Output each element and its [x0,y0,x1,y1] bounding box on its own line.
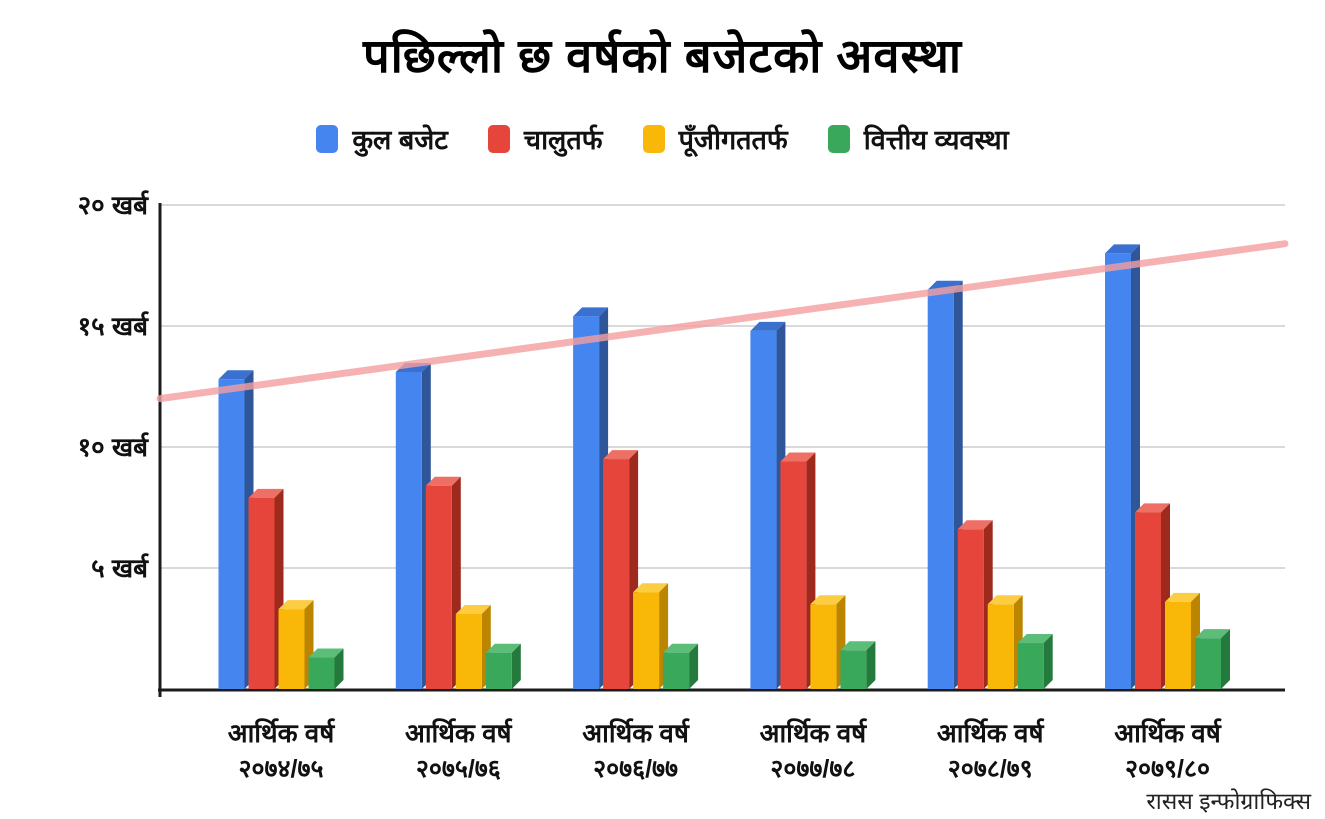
x-label-fy2-year: २०७५/७६ [416,755,501,783]
bar-financing-fy2-side [511,643,521,689]
legend-label-capital: पूँजीगततर्फ [678,125,788,155]
bar-total-budget-fy3-front [573,316,600,689]
chart-legend: कुल बजेट चालुतर्फ पूँजीगततर्फ वित्तीय व्… [0,120,1325,157]
bar-financing-fy4-side [866,641,876,689]
bar-total-budget-fy4-top [750,321,786,331]
bar-recurrent-fy5-top [957,520,993,530]
legend-label-financing: वित्तीय व्यवस्था [863,125,1009,155]
legend-item-capital: पूँजीगततर्फ [642,120,788,157]
bar-total-budget-fy4-front [750,330,777,689]
legend-swatch-recurrent [487,124,510,153]
legend-label-recurrent: चालुतर्फ [523,125,603,155]
legend-swatch-financing [827,124,850,153]
x-label-fy5-year: २०७८/७९ [948,755,1033,783]
bar-financing-fy4-front [840,650,867,689]
credit-text: रासस इन्फोग्राफिक्स [1146,788,1311,814]
bar-financing-fy1-side [334,648,344,689]
bar-financing-fy3-side [689,643,699,689]
bar-financing-fy3-top [663,643,699,653]
bar-capital-fy1-top [278,600,314,610]
bar-recurrent-fy6-top [1135,503,1170,513]
y-tick-label-20: २० खर्ब [78,190,150,220]
bar-capital-fy4-top [810,595,846,605]
bar-financing-fy3-front [663,652,690,689]
bar-recurrent-fy5-front [957,529,984,689]
bar-recurrent-fy4-top [780,452,816,462]
bar-capital-fy2-front [455,613,482,689]
bar-total-budget-fy6-top [1105,244,1140,254]
bar-recurrent-fy1-front [248,497,275,689]
bar-financing-fy6-side [1221,629,1230,689]
bar-total-budget-fy3-top [573,307,609,317]
bar-total-budget-fy5-front [927,289,954,689]
bar-financing-fy5-top [1017,634,1053,644]
y-tick-label-15: १५ खर्ब [78,311,150,341]
bar-total-budget-fy2-front [395,371,422,689]
bar-financing-fy6-front [1195,638,1221,689]
bar-capital-fy3-front [633,592,660,689]
x-label-fy4-line1: आर्थिक वर्ष [760,718,868,748]
chart-title: पछिल्लो छ वर्षको बजेटको अवस्था [362,29,963,82]
bar-recurrent-fy2-front [425,485,452,689]
x-label-fy4-year: २०७७/७८ [770,755,855,783]
x-label-fy5-line1: आर्थिक वर्ष [937,718,1045,748]
x-label-fy3-year: २०७६/७७ [593,755,678,783]
bar-recurrent-fy4-front [780,461,807,689]
x-label-fy3-line1: आर्थिक वर्ष [582,718,690,748]
x-label-fy1-year: २०७४/७५ [239,755,324,783]
legend-item-total-budget: कुल बजेट [316,120,448,157]
bar-total-budget-fy1-top [218,370,254,380]
x-label-fy2-line1: आर्थिक वर्ष [405,718,513,748]
bar-financing-fy5-front [1017,643,1044,689]
bar-total-budget-fy6-front [1105,253,1131,689]
bar-capital-fy6-front [1165,601,1191,689]
bar-financing-fy1-front [308,657,335,689]
x-label-fy1-line1: आर्थिक वर्ष [228,718,336,748]
legend-item-financing: वित्तीय व्यवस्था [827,120,1009,157]
bar-financing-fy2-top [485,643,521,653]
bar-capital-fy6-top [1165,592,1200,602]
legend-item-recurrent: चालुतर्फ [487,120,603,157]
bar-recurrent-fy6-front [1135,512,1161,689]
bar-financing-fy6-top [1195,629,1230,639]
legend-swatch-capital [642,124,665,153]
x-label-fy6-line1: आर्थिक वर्ष [1114,718,1222,748]
trend-line [156,240,1289,403]
bar-capital-fy2-top [455,604,491,614]
bar-recurrent-fy3-front [603,459,630,689]
bar-financing-fy2-front [485,652,512,689]
y-tick-label-5: ५ खर्ब [91,553,149,583]
bar-total-budget-fy1-front [218,379,245,689]
bar-financing-fy5-side [1043,634,1053,689]
legend-swatch-total-budget [316,124,339,153]
bar-recurrent-fy1-top [248,488,284,498]
bar-financing-fy4-top [840,641,876,651]
bar-capital-fy4-front [810,604,837,689]
bar-recurrent-fy2-top [425,476,461,486]
legend-label-total-budget: कुल बजेट [352,125,448,155]
bar-capital-fy5-front [987,604,1014,689]
x-label-fy6-year: २०७९/८० [1125,755,1210,783]
y-tick-label-10: १० खर्ब [78,432,150,462]
bar-capital-fy5-top [987,595,1023,605]
bar-capital-fy1-front [278,609,305,689]
bar-financing-fy1-top [308,648,344,658]
bar-capital-fy3-top [633,583,669,593]
bar-recurrent-fy3-top [603,450,639,460]
